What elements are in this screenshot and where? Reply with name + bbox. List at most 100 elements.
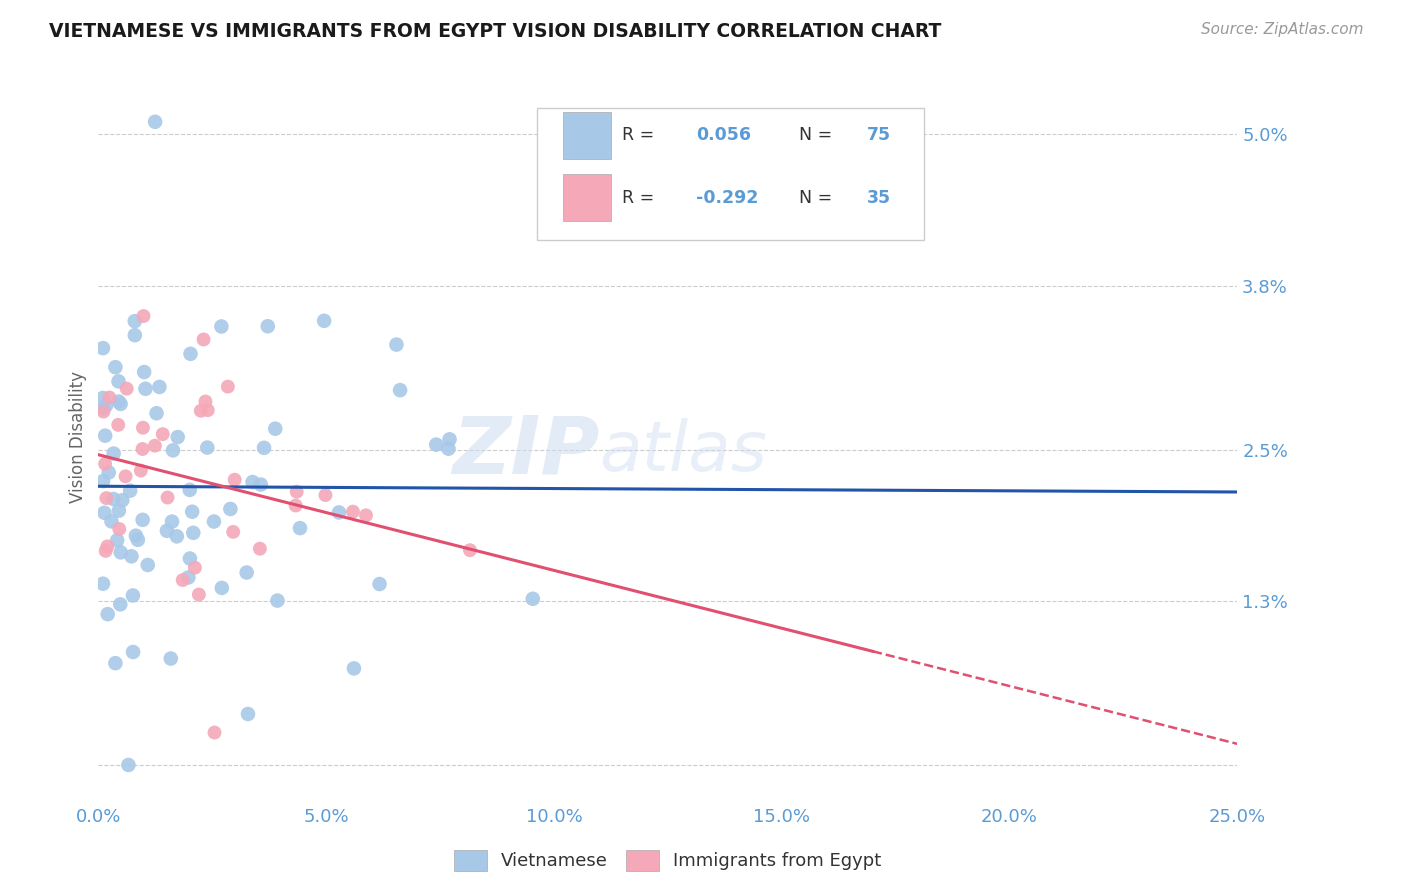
Text: 0.056: 0.056 — [696, 127, 751, 145]
Point — [108, 522, 131, 536]
Point — [190, 403, 212, 417]
Point — [124, 328, 146, 343]
Point — [250, 477, 273, 491]
Point — [209, 319, 232, 334]
Point — [368, 577, 391, 591]
Point — [143, 439, 166, 453]
Point — [194, 394, 217, 409]
Point — [94, 457, 117, 471]
Point — [107, 375, 129, 389]
Text: N =: N = — [799, 127, 838, 145]
Point — [256, 319, 278, 334]
Point — [202, 515, 225, 529]
Text: VIETNAMESE VS IMMIGRANTS FROM EGYPT VISION DISABILITY CORRELATION CHART: VIETNAMESE VS IMMIGRANTS FROM EGYPT VISI… — [49, 22, 942, 41]
Point — [166, 430, 188, 444]
Point — [97, 466, 120, 480]
Point — [97, 607, 120, 622]
Point — [264, 422, 287, 436]
Point — [439, 433, 461, 447]
Point — [187, 587, 209, 601]
FancyBboxPatch shape — [562, 174, 612, 221]
Point — [160, 515, 183, 529]
Point — [156, 491, 179, 505]
Point — [197, 403, 219, 417]
Point — [266, 593, 288, 607]
Point — [253, 441, 276, 455]
Point — [458, 543, 481, 558]
Point — [125, 529, 148, 543]
Point — [104, 360, 127, 375]
Point — [222, 524, 245, 539]
Point — [136, 558, 159, 572]
Point — [110, 397, 132, 411]
Text: R =: R = — [623, 127, 659, 145]
Point — [110, 598, 132, 612]
Point — [179, 483, 201, 497]
Point — [98, 391, 121, 405]
Point — [131, 442, 153, 456]
Point — [162, 443, 184, 458]
Point — [328, 505, 350, 519]
Point — [181, 525, 204, 540]
Point — [91, 401, 114, 416]
Point — [94, 544, 117, 558]
Point — [211, 581, 233, 595]
Text: 35: 35 — [868, 188, 891, 207]
Point — [180, 347, 202, 361]
Point — [122, 589, 145, 603]
Text: ZIP: ZIP — [453, 413, 599, 491]
Point — [93, 404, 115, 418]
Point — [437, 442, 460, 456]
Point — [105, 533, 128, 548]
Point — [285, 484, 308, 499]
Point — [132, 421, 155, 435]
Point — [96, 491, 118, 505]
Point — [425, 437, 447, 451]
Point — [314, 488, 336, 502]
FancyBboxPatch shape — [562, 112, 612, 159]
Point — [131, 513, 153, 527]
Point — [217, 379, 239, 393]
Point — [148, 380, 170, 394]
Point — [181, 505, 204, 519]
Point — [108, 503, 131, 517]
Point — [103, 491, 125, 506]
Point — [343, 661, 366, 675]
Point — [242, 475, 264, 489]
Point — [96, 540, 118, 554]
Point — [100, 514, 122, 528]
Point — [107, 394, 129, 409]
Point — [134, 365, 156, 379]
Point — [115, 382, 138, 396]
Point — [124, 314, 146, 328]
Point — [166, 529, 188, 543]
Point — [104, 656, 127, 670]
Point — [145, 406, 167, 420]
Text: N =: N = — [799, 188, 838, 207]
Point — [152, 427, 174, 442]
Text: atlas: atlas — [599, 418, 768, 485]
Text: 75: 75 — [868, 127, 891, 145]
Point — [342, 505, 364, 519]
Text: -0.292: -0.292 — [696, 188, 759, 207]
Point — [132, 309, 155, 323]
Point — [91, 576, 114, 591]
Point — [385, 337, 408, 351]
Point — [94, 428, 117, 442]
Point — [522, 591, 544, 606]
Legend: Vietnamese, Immigrants from Egypt: Vietnamese, Immigrants from Egypt — [447, 843, 889, 878]
Point — [172, 573, 194, 587]
Point — [236, 706, 259, 721]
Point — [195, 441, 218, 455]
Point — [114, 469, 136, 483]
Point — [179, 551, 201, 566]
Text: R =: R = — [623, 188, 659, 207]
Point — [122, 645, 145, 659]
Y-axis label: Vision Disability: Vision Disability — [69, 371, 87, 503]
Point — [235, 566, 257, 580]
Point — [156, 524, 179, 538]
Point — [110, 545, 132, 559]
Point — [117, 758, 139, 772]
FancyBboxPatch shape — [537, 108, 924, 240]
Point — [91, 341, 114, 355]
